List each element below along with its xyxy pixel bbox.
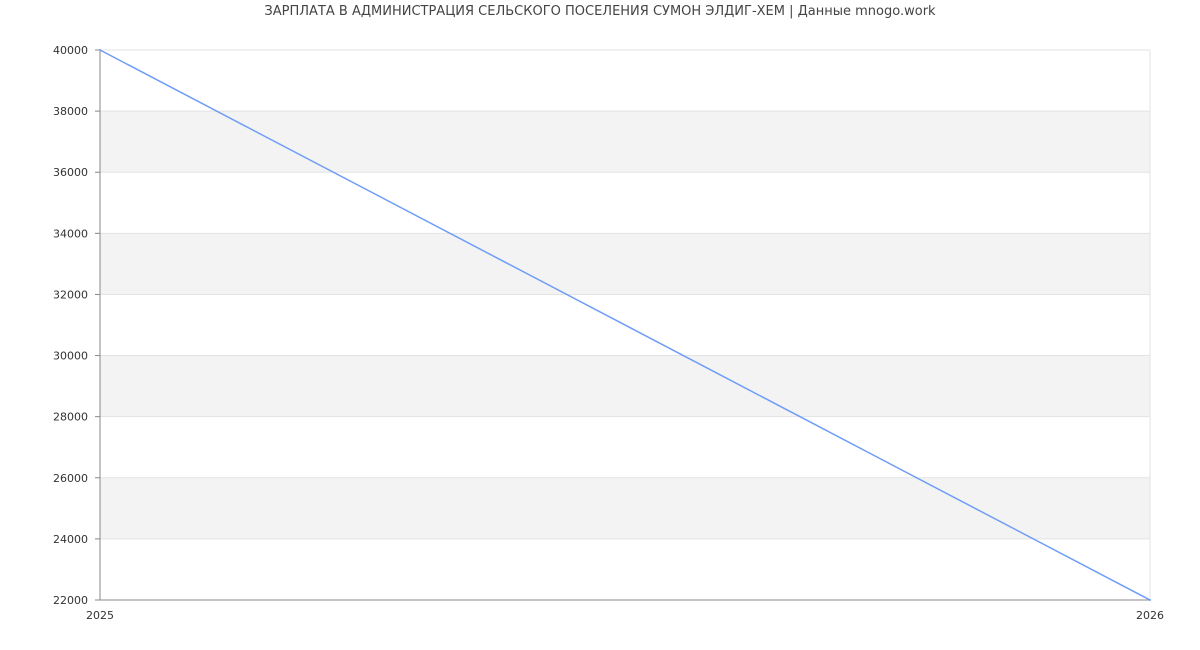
x-tick-label: 2026: [1136, 609, 1164, 622]
series-line: [99, 49, 1151, 601]
y-tick-label: 22000: [53, 594, 88, 607]
data-point: [99, 49, 101, 51]
y-tick-label: 34000: [53, 227, 88, 240]
y-tick-label: 38000: [53, 105, 88, 118]
y-tick-label: 36000: [53, 166, 88, 179]
grid-band: [100, 477, 1150, 539]
y-tick-label: 32000: [53, 288, 88, 301]
x-tick-label: 2025: [86, 609, 114, 622]
data-point: [1149, 599, 1151, 601]
grid-band: [100, 233, 1150, 295]
grid-band: [100, 111, 1150, 173]
y-tick-label: 26000: [53, 472, 88, 485]
y-tick-label: 28000: [53, 411, 88, 424]
chart-title: ЗАРПЛАТА В АДМИНИСТРАЦИЯ СЕЛЬСКОГО ПОСЕЛ…: [264, 4, 936, 19]
y-tick-label: 30000: [53, 350, 88, 363]
y-tick-label: 40000: [53, 44, 88, 57]
grid-band: [100, 355, 1150, 417]
y-tick-label: 24000: [53, 533, 88, 546]
